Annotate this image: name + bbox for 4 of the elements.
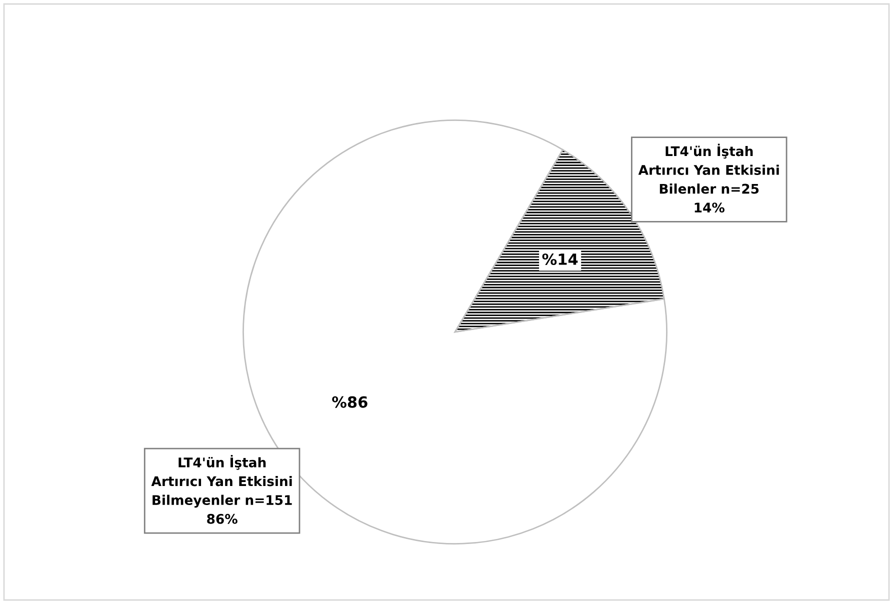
data-label: %14 <box>542 253 578 266</box>
slice-label: LT4'ün İştah Artırıcı Yan Etkisini Bilmeyenler n=151 86% <box>151 455 292 524</box>
data-label: %86 <box>332 396 368 408</box>
slice-label: LT4'ün İştah Artırıcı Yan Etkisini Bilenler n=25 14% <box>638 144 779 213</box>
